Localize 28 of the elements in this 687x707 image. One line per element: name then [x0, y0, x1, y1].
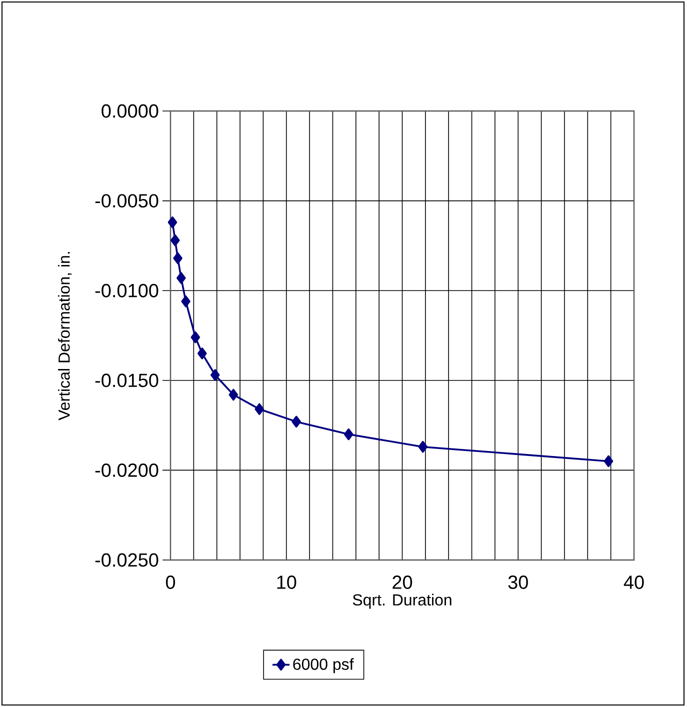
point	[197, 348, 207, 360]
point	[228, 388, 238, 401]
y-tick-label: -0.0150	[95, 374, 158, 388]
point	[173, 252, 182, 264]
x-tick-label: 30	[508, 576, 528, 589]
point	[190, 331, 200, 344]
point	[344, 428, 354, 440]
point	[604, 455, 614, 468]
point	[254, 403, 264, 416]
x-axis-title: Sqrt. Duration	[352, 594, 452, 609]
y-axis-title: Vertical Deformation, in.	[58, 252, 72, 420]
point	[292, 416, 301, 428]
y-tick-label: -0.0100	[95, 284, 158, 298]
y-tick-label: -0.0250	[95, 553, 158, 567]
point	[170, 234, 180, 246]
point	[176, 272, 186, 284]
y-tick-label: -0.0200	[95, 463, 158, 477]
y-tick-label: -0.0050	[95, 194, 158, 208]
point	[181, 295, 190, 308]
x-tick-label: 40	[624, 576, 644, 589]
point	[168, 216, 178, 228]
x-tick-label: 10	[277, 576, 296, 589]
point	[418, 440, 428, 453]
x-tick-label: 0	[166, 576, 176, 589]
y-tick-label: 0.0000	[102, 104, 158, 118]
point	[210, 369, 220, 381]
x-tick-label: 20	[392, 576, 412, 589]
legend-label: 6000 psf	[293, 658, 354, 674]
